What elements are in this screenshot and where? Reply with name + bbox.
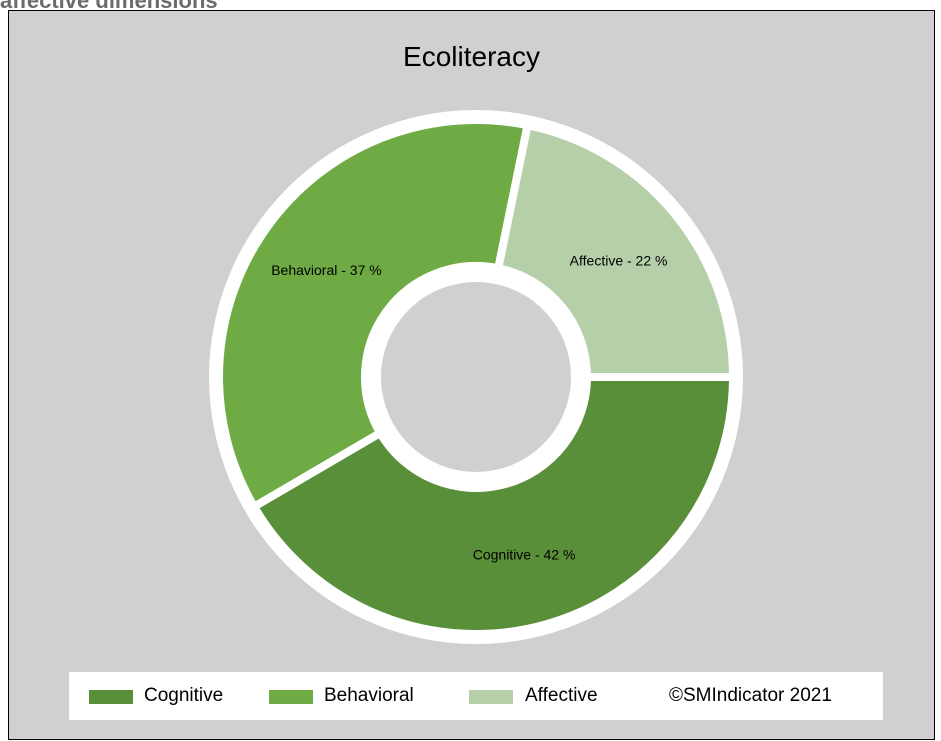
- chart-title: Ecoliteracy: [403, 41, 540, 72]
- legend-label-cognitive: Cognitive: [144, 685, 224, 706]
- legend-label-affective: Affective: [525, 685, 598, 706]
- slice-label-behavioral: Behavioral - 37 %: [271, 262, 382, 278]
- legend-swatch-affective: [469, 690, 513, 704]
- legend-swatch-cognitive: [89, 690, 133, 704]
- chart-panel: Ecoliteracy Cognitive - 42 % Behavioral -…: [8, 10, 935, 740]
- slice-label-cognitive: Cognitive - 42 %: [473, 547, 576, 563]
- legend: Cognitive Behavioral Affective ©SMIndica…: [69, 672, 883, 720]
- donut-chart: Cognitive - 42 % Behavioral - 37 % Affecti…: [209, 110, 743, 644]
- donut-hole: [365, 266, 587, 488]
- page-heading: affective dimensions: [0, 0, 218, 13]
- legend-label-behavioral: Behavioral: [324, 685, 414, 706]
- slice-label-affective: Affective - 22 %: [570, 253, 668, 269]
- copyright-text: ©SMIndicator 2021: [669, 685, 832, 706]
- legend-swatch-behavioral: [269, 690, 313, 704]
